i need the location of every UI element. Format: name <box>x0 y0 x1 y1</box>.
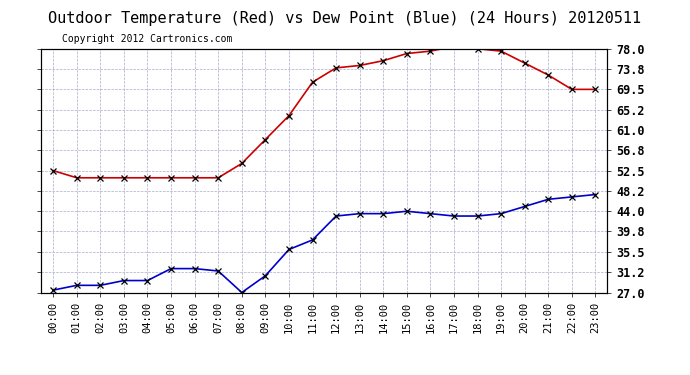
Text: Outdoor Temperature (Red) vs Dew Point (Blue) (24 Hours) 20120511: Outdoor Temperature (Red) vs Dew Point (… <box>48 11 642 26</box>
Text: Copyright 2012 Cartronics.com: Copyright 2012 Cartronics.com <box>62 34 233 44</box>
